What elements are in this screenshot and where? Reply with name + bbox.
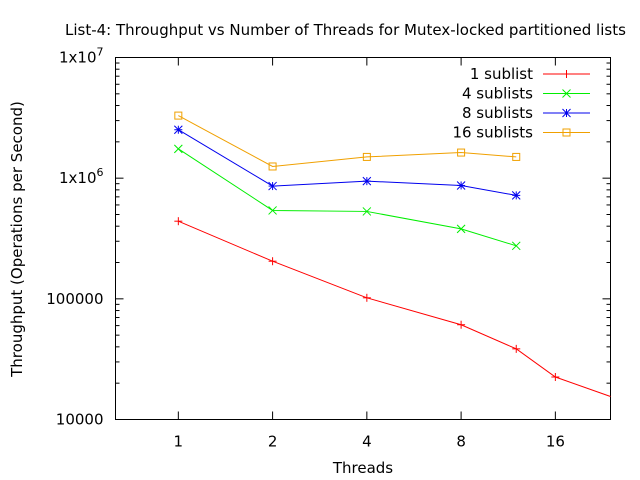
data-point (511, 191, 521, 200)
data-point-box (268, 162, 277, 171)
legend-marker (562, 128, 571, 137)
x-tick-label: 16 (546, 433, 565, 451)
chart-title: List-4: Throughput vs Number of Threads … (65, 21, 626, 39)
series-line (178, 220, 611, 398)
data-point-stroke (362, 176, 372, 186)
data-point (512, 344, 521, 353)
series-line (178, 148, 517, 247)
y-tick-label: 100000 (46, 290, 103, 308)
legend-item: 16 sublists (452, 124, 590, 142)
x-tick-label: 1 (174, 433, 184, 451)
data-point (456, 181, 466, 190)
data-point (362, 207, 372, 216)
data-point-box (457, 148, 466, 157)
series-layer (173, 111, 611, 398)
data-point (362, 152, 371, 161)
legend-label: 16 sublists (452, 124, 533, 142)
y-tick-label: 1x106 (59, 166, 104, 187)
series-8-sublists (173, 125, 521, 200)
data-point (268, 181, 277, 191)
data-point (362, 293, 371, 302)
data-point (268, 162, 277, 171)
data-point (456, 224, 466, 234)
data-point-stroke (173, 125, 183, 135)
y-axis-label: Throughput (Operations per Second) (8, 101, 26, 378)
data-point-stroke (511, 191, 521, 200)
data-point (362, 176, 372, 186)
data-point-stroke (562, 89, 571, 98)
data-point-stroke (511, 241, 521, 251)
data-point (173, 144, 183, 154)
data-point (551, 373, 560, 382)
y-tick-label: 10000 (56, 411, 104, 429)
data-point (512, 152, 521, 161)
legend-label: 8 sublists (462, 104, 533, 122)
legend-label: 4 sublists (462, 85, 533, 103)
data-point-box (174, 111, 183, 120)
data-point (457, 320, 466, 329)
legend-item: 4 sublists (462, 85, 590, 103)
series-4-sublists (173, 144, 521, 251)
data-point-stroke (268, 206, 277, 215)
data-point (268, 206, 277, 215)
legend-item: 1 sublist (470, 65, 590, 83)
legend-marker (562, 70, 571, 78)
data-point (174, 217, 183, 226)
legend-item: 8 sublists (462, 104, 590, 122)
data-point-box (562, 128, 571, 137)
data-point-stroke (456, 224, 466, 234)
y-tick-label: 1x107 (59, 46, 104, 67)
x-axis: 1 2 4 8 16 (174, 57, 565, 451)
series-1-sublist (174, 217, 611, 398)
data-point-stroke (562, 108, 571, 118)
legend-label: 1 sublist (470, 65, 533, 83)
legend-marker (562, 108, 571, 118)
series-16-sublists (174, 111, 521, 171)
x-axis-label: Threads (332, 459, 393, 477)
data-point-stroke (173, 144, 183, 154)
data-point-box (362, 152, 371, 161)
data-point (457, 148, 466, 157)
data-point (511, 241, 521, 251)
data-point (174, 111, 183, 120)
data-point-stroke (268, 181, 277, 191)
y-axis: 10000 100000 1x106 1x107 (46, 46, 611, 429)
x-tick-label: 2 (268, 433, 278, 451)
legend-marker (562, 89, 571, 98)
data-point-stroke (362, 207, 372, 216)
plot-frame (115, 57, 611, 420)
data-point-box (512, 152, 521, 161)
data-point (173, 125, 183, 135)
data-point-stroke (456, 181, 466, 190)
x-tick-label: 4 (362, 433, 372, 451)
series-line (178, 115, 517, 167)
data-point (268, 257, 277, 266)
x-tick-label: 8 (456, 433, 466, 451)
